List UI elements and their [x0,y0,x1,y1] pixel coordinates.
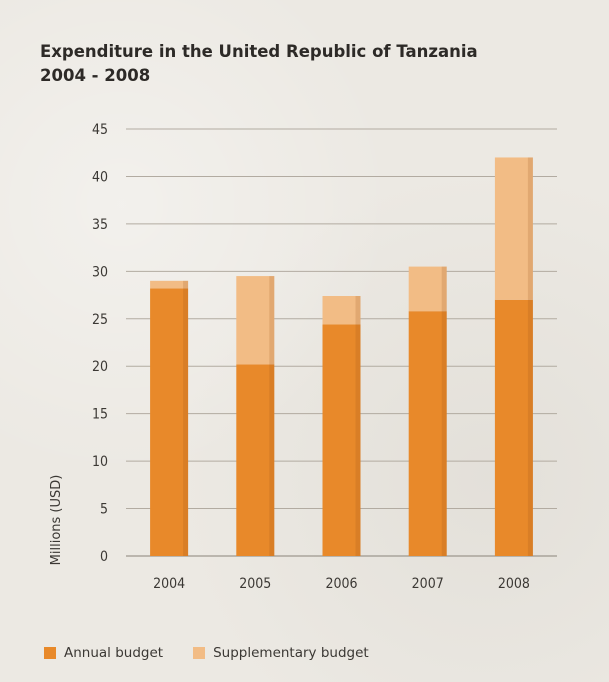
y-tick-label: 10 [92,454,108,470]
legend-swatch-supplementary [193,647,206,659]
y-tick-label: 30 [92,264,108,280]
chart-subtitle: 2004 - 2008 [40,66,151,85]
legend-label-annual: Annual budget [64,645,164,661]
y-tick-label: 40 [92,169,108,185]
x-axis-ticks: 2004 2005 2006 2007 2008 [153,576,530,592]
y-axis-label: Millions (USD) [49,475,64,566]
y-tick-label: 0 [100,549,108,565]
bar-supplementary-2005 [236,276,275,365]
bar-annual-2006 [322,324,361,556]
legend-label-supplementary: Supplementary budget [213,645,369,661]
bars [150,157,533,556]
y-tick-label: 45 [92,122,108,138]
legend-item-annual: Annual budget [44,645,163,661]
bar-annual-2005 [236,364,275,556]
legend-item-supplementary: Supplementary budget [193,645,369,661]
bar-shade-2006 [355,296,361,556]
y-tick-label: 25 [92,312,108,328]
bar-shade-2007 [441,266,447,556]
x-tick-label-2005: 2005 [239,576,271,592]
bar-shade-2004 [183,280,189,556]
x-tick-label-2007: 2007 [412,576,444,592]
bar-annual-2007 [408,311,447,556]
bar-supplementary-2006 [322,296,361,325]
x-tick-label-2008: 2008 [498,576,530,592]
y-tick-label: 15 [92,407,108,423]
bar-shade-2008 [527,157,533,556]
y-tick-label: 35 [92,217,108,233]
bar-annual-2004 [150,288,189,556]
x-tick-label-2004: 2004 [153,576,185,592]
legend: Annual budget Supplementary budget [44,645,389,661]
y-tick-label: 5 [100,502,108,518]
y-axis-ticks: 0 5 10 15 20 25 30 35 40 45 [92,122,108,565]
gridlines [126,128,557,557]
legend-swatch-annual [44,647,56,659]
bar-supplementary-2004 [150,280,189,289]
bar-supplementary-2007 [408,266,447,312]
bar-annual-2008 [494,299,533,556]
x-tick-label-2006: 2006 [325,576,357,592]
chart-title: Expenditure in the United Republic of Ta… [40,40,478,88]
bar-shade-2005 [269,276,275,556]
chart-title-main: Expenditure in the United Republic of Ta… [40,42,478,61]
y-tick-label: 20 [92,359,108,375]
bar-supplementary-2008 [494,157,533,300]
